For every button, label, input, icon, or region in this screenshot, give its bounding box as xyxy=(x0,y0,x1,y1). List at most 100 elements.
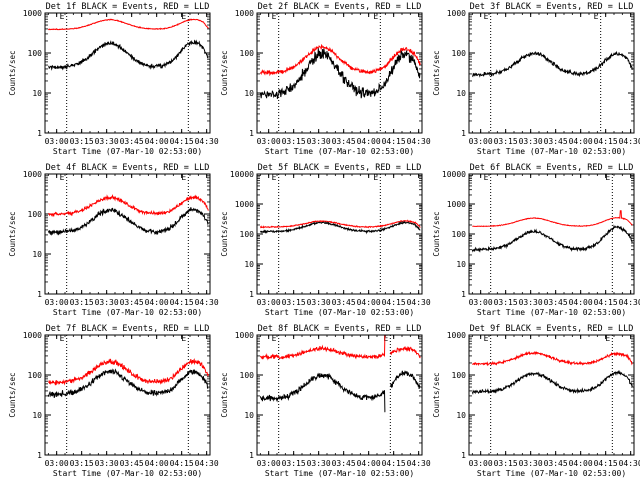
x-tick-label: 03:15 xyxy=(70,298,94,307)
y-tick-label: 100 xyxy=(452,371,467,380)
x-tick-label: 03:15 xyxy=(282,459,306,468)
y-tick-label: 10 xyxy=(244,260,254,269)
x-tick-label: 03:15 xyxy=(494,137,518,146)
x-tick-label: 03:00 xyxy=(257,137,281,146)
x-axis-label: Start Time (07-Mar-10 02:53:00) xyxy=(265,469,414,478)
lld-series xyxy=(259,334,386,361)
x-tick-label: 03:45 xyxy=(544,298,568,307)
x-tick-label: 03:45 xyxy=(120,459,144,468)
time-marker-label: E xyxy=(605,334,610,343)
x-tick-label: 03:45 xyxy=(332,298,356,307)
x-tick-label: 04:15 xyxy=(594,459,618,468)
time-marker-label: E xyxy=(272,334,277,343)
y-tick-label: 1 xyxy=(249,129,254,138)
plot-frame xyxy=(256,12,423,134)
x-tick-label: 03:00 xyxy=(469,298,493,307)
lld-series xyxy=(259,43,421,77)
plot-frame xyxy=(44,12,211,134)
x-tick-label: 04:00 xyxy=(357,459,381,468)
y-tick-label: 1000 xyxy=(235,9,254,18)
time-marker-label: E xyxy=(484,12,489,21)
panel-det-7f: Det 7f BLACK = Events, RED = LLD Counts/s… xyxy=(8,324,219,478)
events-series xyxy=(389,370,421,389)
y-axis-label: Counts/sec xyxy=(8,372,17,417)
y-axis-label: Counts/sec xyxy=(8,211,17,256)
panel-title: Det 6f BLACK = Events, RED = LLD xyxy=(470,163,634,173)
plot-frame xyxy=(468,12,635,134)
y-axis-label: Counts/sec xyxy=(432,372,441,417)
x-tick-label: 03:30 xyxy=(95,298,119,307)
x-tick-label: 03:45 xyxy=(544,137,568,146)
x-tick-label: 03:15 xyxy=(494,298,518,307)
x-tick-label: 03:00 xyxy=(45,298,69,307)
x-tick-label: 04:30 xyxy=(619,459,640,468)
x-tick-label: 04:30 xyxy=(407,298,431,307)
y-axis-label: Counts/sec xyxy=(220,50,229,95)
x-tick-label: 03:45 xyxy=(120,137,144,146)
panel-det-3f: Det 3f BLACK = Events, RED = LLD Counts/s… xyxy=(432,2,640,156)
time-marker-label: E xyxy=(484,334,489,343)
x-tick-label: 03:00 xyxy=(45,459,69,468)
x-tick-label: 04:15 xyxy=(382,298,406,307)
lld-series xyxy=(48,193,209,218)
panel-title: Det 4f BLACK = Events, RED = LLD xyxy=(46,163,210,173)
lld-series xyxy=(471,350,633,367)
events-series xyxy=(48,39,209,71)
time-marker-label: E xyxy=(181,334,186,343)
y-tick-label: 10 xyxy=(244,411,254,420)
x-tick-label: 03:45 xyxy=(332,137,356,146)
x-tick-label: 03:00 xyxy=(469,137,493,146)
time-marker-label: E xyxy=(60,334,65,343)
time-marker-label: E xyxy=(594,12,599,21)
panel-det-6f: Det 6f BLACK = Events, RED = LLD Counts/s… xyxy=(432,163,640,317)
y-tick-label: 10 xyxy=(32,89,42,98)
y-tick-label: 10 xyxy=(456,260,466,269)
panel-det-9f: Det 9f BLACK = Events, RED = LLD Counts/s… xyxy=(432,324,640,478)
y-tick-label: 100 xyxy=(28,49,43,58)
time-marker-label: E xyxy=(605,173,610,182)
x-tick-label: 03:15 xyxy=(282,137,306,146)
y-axis-label: Counts/sec xyxy=(432,50,441,95)
x-tick-label: 04:30 xyxy=(195,459,219,468)
y-tick-label: 10 xyxy=(32,411,42,420)
panel-det-4f: Det 4f BLACK = Events, RED = LLD Counts/s… xyxy=(8,163,219,317)
panel-title: Det 5f BLACK = Events, RED = LLD xyxy=(258,163,422,173)
plot-frame xyxy=(44,173,211,295)
x-tick-label: 04:00 xyxy=(145,137,169,146)
time-marker-label: E xyxy=(60,12,65,21)
plot-frame xyxy=(256,334,423,456)
y-tick-label: 10 xyxy=(456,411,466,420)
x-tick-label: 04:15 xyxy=(170,298,194,307)
y-tick-label: 100 xyxy=(240,49,255,58)
plot-frame xyxy=(256,173,423,295)
x-tick-label: 04:00 xyxy=(357,137,381,146)
x-tick-label: 04:00 xyxy=(569,298,593,307)
x-tick-label: 04:00 xyxy=(569,137,593,146)
lld-series xyxy=(259,219,421,229)
x-tick-label: 04:15 xyxy=(382,137,406,146)
y-tick-label: 1 xyxy=(249,451,254,460)
y-tick-label: 100 xyxy=(28,371,43,380)
y-axis-label: Counts/sec xyxy=(220,211,229,256)
panel-title: Det 7f BLACK = Events, RED = LLD xyxy=(46,324,210,334)
y-tick-label: 1000 xyxy=(23,331,42,340)
y-tick-label: 100 xyxy=(240,230,255,239)
y-tick-label: 100 xyxy=(452,230,467,239)
time-marker-label: E xyxy=(373,12,378,21)
x-tick-label: 03:30 xyxy=(519,459,543,468)
lld-series xyxy=(47,18,209,31)
x-tick-label: 03:30 xyxy=(307,137,331,146)
x-tick-label: 04:15 xyxy=(382,459,406,468)
y-axis-label: Counts/sec xyxy=(8,50,17,95)
plot-frame xyxy=(44,334,211,456)
y-axis-label: Counts/sec xyxy=(432,211,441,256)
x-axis-label: Start Time (07-Mar-10 02:53:00) xyxy=(477,308,626,317)
x-tick-label: 03:30 xyxy=(307,459,331,468)
x-tick-label: 04:30 xyxy=(195,298,219,307)
events-series xyxy=(471,369,633,395)
x-tick-label: 03:15 xyxy=(70,137,94,146)
panel-title: Det 8f BLACK = Events, RED = LLD xyxy=(258,324,422,334)
lld-series xyxy=(48,358,209,386)
y-axis-label: Counts/sec xyxy=(220,372,229,417)
